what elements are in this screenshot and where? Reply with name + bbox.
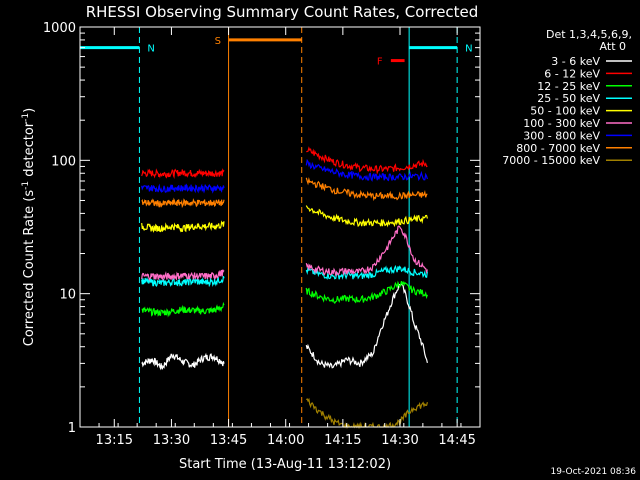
series-7-segment-0 <box>141 197 225 209</box>
legend-label-1: 6 - 12 keV <box>544 67 600 80</box>
chart-title: RHESSI Observing Summary Count Rates, Co… <box>86 3 479 21</box>
series-2-segment-1 <box>305 280 428 304</box>
legend-label-4: 50 - 100 keV <box>530 105 600 118</box>
y-tick-label-2: 100 <box>51 154 76 169</box>
series-3-segment-0 <box>141 276 225 288</box>
legend-label-8: 7000 - 15000 keV <box>502 154 600 167</box>
series-5-segment-1 <box>305 225 428 278</box>
y-axis-label-part3: ) <box>22 108 37 113</box>
series-3-segment-1 <box>305 264 428 280</box>
x-axis-ticks: 13:15 13:30 13:45 14:00 14:15 14:30 14:45 <box>79 27 476 448</box>
x-tick-label-1: 13:30 <box>153 433 190 448</box>
footer-timestamp: 19-Oct-2021 08:36 <box>551 467 637 477</box>
legend-label-2: 12 - 25 keV <box>537 80 600 93</box>
y-tick-label-3: 1000 <box>43 21 76 36</box>
x-tick-label-3: 14:00 <box>267 433 304 448</box>
plot-frame <box>79 26 481 428</box>
state-markers: N N S F <box>80 36 473 68</box>
y-axis-ticks: 1 10 100 1000 <box>43 21 480 436</box>
y-axis-label-sup2: -1 <box>21 113 31 122</box>
x-axis-label: Start Time (13-Aug-11 13:12:02) <box>179 457 391 472</box>
series-0 <box>141 283 428 371</box>
y-axis-label-part1: Corrected Count Rate (s <box>22 190 37 347</box>
series-4-segment-1 <box>305 205 428 228</box>
x-tick-label-6: 14:45 <box>438 433 475 448</box>
series-2-segment-0 <box>141 301 225 318</box>
x-tick-label-0: 13:15 <box>96 433 133 448</box>
series-5-segment-0 <box>141 269 225 282</box>
legend-title-line1: Det 1,3,4,5,6,9, <box>546 28 632 41</box>
marker-label-1: N <box>465 44 472 55</box>
y-axis-label-sup1: -1 <box>21 181 31 190</box>
series-6-segment-0 <box>141 183 225 194</box>
marker-label-2: S <box>215 36 221 47</box>
marker-label-3: F <box>377 57 383 68</box>
legend-label-6: 300 - 800 keV <box>523 129 600 142</box>
y-axis-label: Corrected Count Rate (s-1 detector-1) <box>21 108 37 346</box>
series-1 <box>141 146 428 179</box>
series-6-segment-1 <box>305 158 428 182</box>
marker-label-0: N <box>147 44 154 55</box>
legend-label-0: 3 - 6 keV <box>551 55 600 68</box>
series-0-segment-0 <box>141 352 225 371</box>
series-4 <box>141 205 428 233</box>
legend-label-5: 100 - 300 keV <box>523 117 600 130</box>
series-2 <box>141 280 428 318</box>
series-3 <box>141 264 428 288</box>
series-7 <box>141 177 428 209</box>
series-4-segment-0 <box>141 220 225 233</box>
series-1-segment-1 <box>306 146 428 175</box>
legend-title-line2: Att 0 <box>600 40 626 53</box>
series-0-segment-1 <box>305 283 428 369</box>
x-tick-label-2: 13:45 <box>210 433 247 448</box>
x-tick-label-5: 14:30 <box>381 433 418 448</box>
series-5 <box>141 225 428 282</box>
y-axis-label-part2: detector <box>22 121 37 181</box>
legend-label-7: 800 - 7000 keV <box>516 142 600 155</box>
series-6 <box>141 158 428 194</box>
series-7-segment-1 <box>305 177 428 202</box>
x-tick-label-4: 14:15 <box>324 433 361 448</box>
y-tick-label-1: 10 <box>59 288 76 303</box>
y-tick-label-0: 1 <box>68 421 76 436</box>
series-1-segment-0 <box>141 168 225 179</box>
legend-label-3: 25 - 50 keV <box>537 92 600 105</box>
